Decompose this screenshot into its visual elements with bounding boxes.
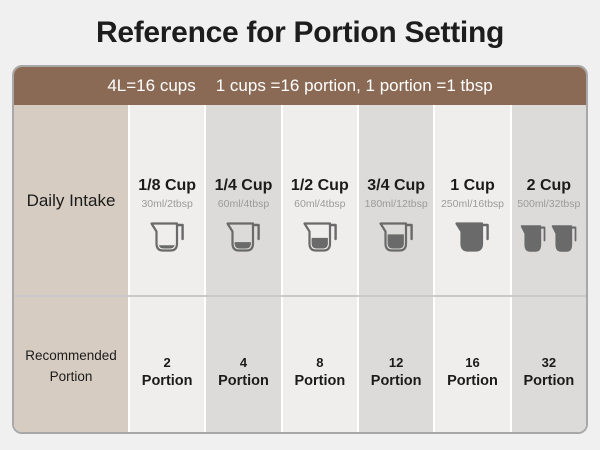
cup-size-label: 2 Cup bbox=[526, 176, 572, 194]
portion-word-label: Portion bbox=[141, 372, 193, 389]
measuring-cup-icon bbox=[224, 220, 262, 254]
cup-size-label: 1 Cup bbox=[450, 176, 495, 194]
portion-count: 16 bbox=[465, 354, 480, 370]
daily-intake-cell: 1/4 Cup 60ml/4tbsp bbox=[206, 105, 281, 295]
cup-size-label: 1/4 Cup bbox=[214, 176, 273, 194]
cup-size-label: 1/2 Cup bbox=[290, 176, 349, 194]
daily-intake-cell: 2 Cup 500ml/32tbsp bbox=[511, 105, 586, 295]
measuring-cup-icon bbox=[148, 220, 186, 254]
portion-word-label: Portion bbox=[294, 372, 346, 389]
portion-reference-table: 4L=16 cups 1 cups =16 portion, 1 portion… bbox=[12, 65, 588, 434]
portion-count: 8 bbox=[316, 354, 324, 370]
cup-volume-label: 30ml/2tbsp bbox=[141, 197, 193, 210]
cup-volume-label: 60ml/4tbsp bbox=[217, 197, 270, 210]
daily-intake-row-label: Daily Intake bbox=[14, 105, 128, 295]
portion-word-label: Portion bbox=[370, 372, 422, 389]
daily-intake-cell: 1/8 Cup 30ml/2tbsp bbox=[130, 105, 205, 295]
recommended-line2: Portion bbox=[49, 368, 93, 384]
measuring-cup-icon bbox=[453, 220, 491, 254]
legend-capacity-text: 4L=16 cups bbox=[107, 76, 196, 95]
measuring-cup-icon bbox=[301, 220, 339, 254]
daily-intake-cell: 1 Cup 250ml/16tbsp bbox=[435, 105, 510, 295]
cup-size-label: 1/8 Cup bbox=[138, 176, 197, 194]
portion-count: 2 bbox=[163, 354, 171, 370]
measuring-cup-icon bbox=[519, 220, 578, 254]
recommended-portion-cell: 16 Portion bbox=[435, 295, 510, 432]
portion-count: 4 bbox=[239, 354, 248, 370]
recommended-portion-row-label: Recommended Portion bbox=[14, 295, 128, 432]
legend-bar: 4L=16 cups 1 cups =16 portion, 1 portion… bbox=[14, 67, 586, 105]
row-divider bbox=[14, 295, 586, 297]
portion-count: 32 bbox=[541, 354, 557, 370]
portion-word-label: Portion bbox=[218, 372, 269, 389]
daily-intake-text: Daily Intake bbox=[26, 191, 116, 210]
cup-size-label: 3/4 Cup bbox=[367, 176, 426, 194]
cup-volume-label: 60ml/4tbsp bbox=[294, 197, 346, 210]
daily-intake-cell: 3/4 Cup 180ml/12tbsp bbox=[359, 105, 434, 295]
portion-word-label: Portion bbox=[523, 372, 575, 389]
recommended-portion-cell: 2 Portion bbox=[130, 295, 205, 432]
cup-volume-label: 180ml/12tbsp bbox=[364, 197, 428, 210]
legend-conversion-text: 1 cups =16 portion, 1 portion =1 tbsp bbox=[215, 76, 493, 95]
portion-word-label: Portion bbox=[447, 372, 498, 389]
page-title: Reference for Portion Setting bbox=[95, 16, 505, 49]
recommended-portion-cell: 12 Portion bbox=[359, 295, 434, 432]
cup-volume-label: 250ml/16tbsp bbox=[440, 197, 505, 210]
cup-volume-label: 500ml/32tbsp bbox=[517, 197, 581, 210]
recommended-portion-cell: 32 Portion bbox=[511, 295, 586, 432]
measuring-cup-icon bbox=[377, 220, 415, 254]
recommended-portion-cell: 8 Portion bbox=[282, 295, 357, 432]
recommended-line1: Recommended bbox=[25, 347, 117, 363]
portion-count: 12 bbox=[388, 354, 404, 370]
portion-grid: Daily Intake 1/8 Cup 30ml/2tbsp 1/4 Cup … bbox=[14, 105, 586, 432]
daily-intake-cell: 1/2 Cup 60ml/4tbsp bbox=[282, 105, 357, 295]
recommended-portion-cell: 4 Portion bbox=[206, 295, 281, 432]
